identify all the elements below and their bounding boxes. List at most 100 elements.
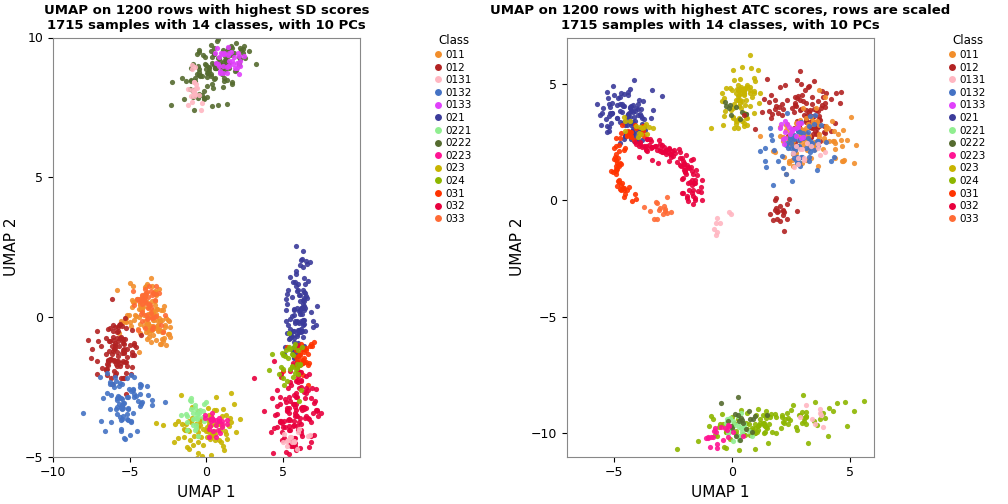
Point xyxy=(140,303,156,311)
Point xyxy=(809,162,826,170)
Point xyxy=(207,50,223,58)
Point xyxy=(274,419,290,427)
Point xyxy=(113,416,129,424)
Point xyxy=(738,109,754,117)
Point xyxy=(217,26,233,34)
Point xyxy=(622,117,638,125)
Point xyxy=(666,146,682,154)
Point xyxy=(661,150,677,158)
Point xyxy=(199,398,215,406)
Point xyxy=(790,127,806,135)
Point xyxy=(289,376,305,385)
Point xyxy=(797,413,813,421)
Point xyxy=(300,361,317,369)
Point xyxy=(612,139,628,147)
Point xyxy=(284,363,300,371)
Point xyxy=(792,144,808,152)
Point xyxy=(776,128,792,136)
Point xyxy=(295,333,311,341)
Point xyxy=(174,420,191,428)
Point xyxy=(140,304,156,312)
Point xyxy=(806,398,823,406)
Point xyxy=(706,415,722,423)
Point xyxy=(637,126,653,134)
Point xyxy=(116,340,132,348)
Point xyxy=(725,66,741,74)
Point xyxy=(99,369,115,377)
Point xyxy=(138,282,154,290)
Point xyxy=(794,141,810,149)
Point xyxy=(720,429,736,437)
Point xyxy=(726,100,742,108)
Point xyxy=(688,171,705,179)
Point xyxy=(140,320,156,328)
Point xyxy=(788,132,804,140)
Point xyxy=(231,52,247,60)
Point xyxy=(792,162,808,170)
Point xyxy=(273,363,289,371)
Point xyxy=(107,339,123,347)
Point xyxy=(170,434,186,443)
Point xyxy=(183,76,200,84)
Point xyxy=(613,160,629,168)
Point xyxy=(116,349,132,357)
Point xyxy=(122,341,138,349)
Point xyxy=(139,335,155,343)
Point xyxy=(627,121,643,129)
Point xyxy=(104,374,120,382)
Point xyxy=(232,415,248,423)
Point xyxy=(630,124,646,133)
Point xyxy=(143,304,159,312)
Point xyxy=(207,64,223,72)
Point xyxy=(747,420,763,428)
Point xyxy=(117,358,133,366)
Point xyxy=(643,137,659,145)
Point xyxy=(279,406,295,414)
Point xyxy=(109,395,125,403)
Point xyxy=(847,406,863,414)
Point xyxy=(630,111,646,119)
Point xyxy=(788,117,804,125)
Point xyxy=(619,121,635,129)
Point xyxy=(139,326,155,334)
Point xyxy=(808,166,825,174)
Point xyxy=(145,324,161,332)
Point xyxy=(190,449,206,457)
Point xyxy=(286,353,302,361)
Point xyxy=(295,356,311,364)
Point xyxy=(718,444,734,452)
Point xyxy=(217,50,233,58)
Point xyxy=(801,112,817,120)
Point xyxy=(786,143,802,151)
Point xyxy=(783,129,799,137)
Point xyxy=(683,176,700,184)
Point xyxy=(283,381,299,389)
Point xyxy=(716,111,732,119)
Point xyxy=(611,176,627,184)
Point xyxy=(160,316,176,324)
Point xyxy=(220,52,236,60)
Point xyxy=(788,142,804,150)
Point xyxy=(791,136,807,144)
Point xyxy=(224,57,240,65)
Point xyxy=(657,207,673,215)
Point xyxy=(751,89,767,97)
Point xyxy=(184,414,201,422)
Point xyxy=(246,374,262,382)
Point xyxy=(747,77,763,85)
Point xyxy=(219,62,235,71)
Point xyxy=(211,417,227,425)
Point xyxy=(207,430,223,438)
Point xyxy=(200,416,216,424)
Point xyxy=(90,357,106,365)
Point xyxy=(133,331,149,339)
Point xyxy=(126,298,142,306)
Point xyxy=(147,291,163,299)
Point xyxy=(813,87,830,95)
Point xyxy=(217,66,233,74)
Point xyxy=(141,326,157,334)
Point xyxy=(292,426,308,434)
Point xyxy=(728,89,744,97)
Point xyxy=(286,438,302,447)
Point xyxy=(109,369,125,377)
